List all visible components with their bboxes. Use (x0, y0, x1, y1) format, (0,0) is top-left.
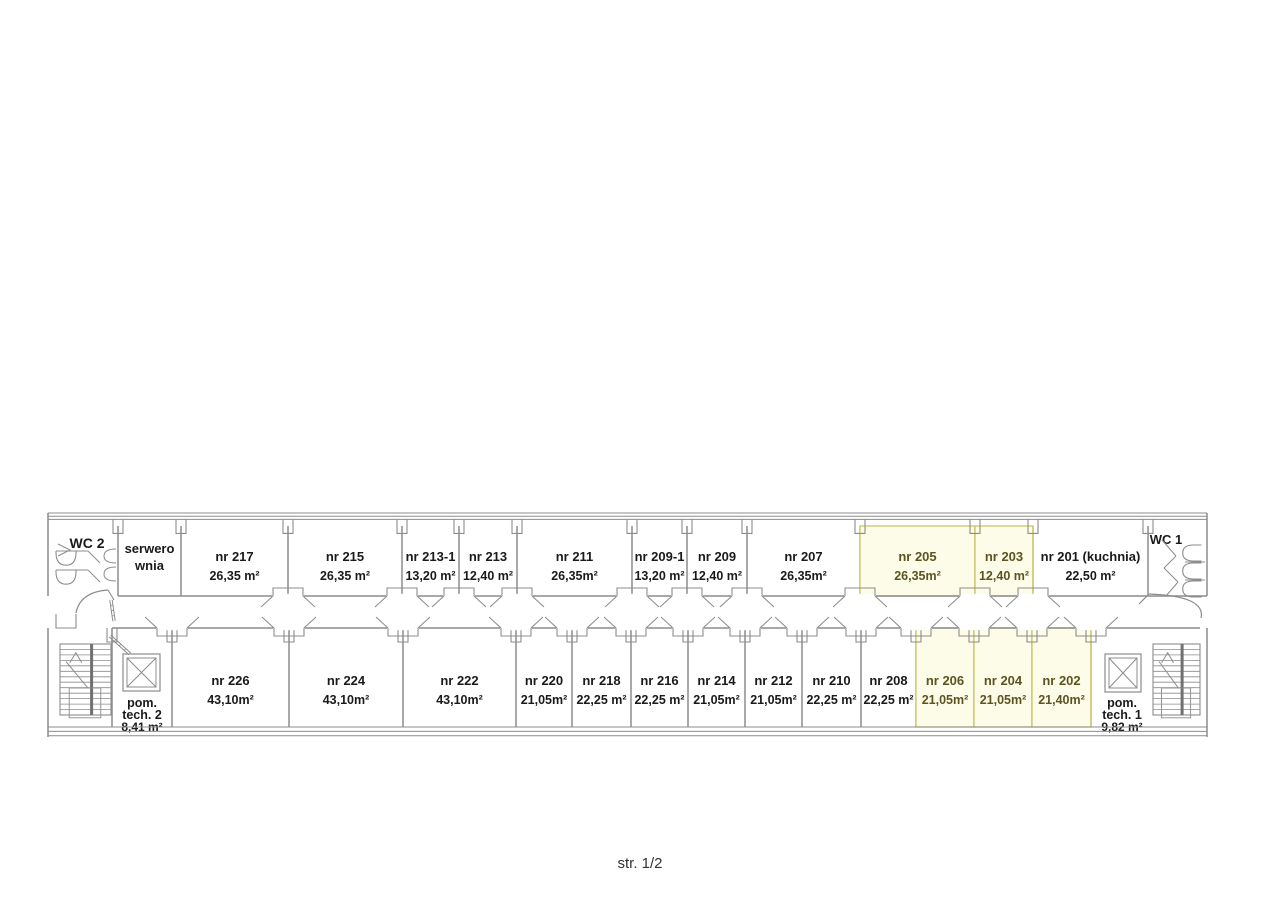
svg-text:nr 222: nr 222 (440, 673, 478, 688)
svg-text:nr 209: nr 209 (698, 549, 736, 564)
svg-text:nr 213: nr 213 (469, 549, 507, 564)
svg-text:26,35m²: 26,35m² (551, 569, 598, 583)
svg-text:nr 216: nr 216 (640, 673, 678, 688)
svg-text:nr 220: nr 220 (525, 673, 563, 688)
svg-text:nr 224: nr 224 (327, 673, 366, 688)
svg-text:22,50 m²: 22,50 m² (1065, 569, 1115, 583)
svg-text:nr 212: nr 212 (754, 673, 792, 688)
svg-text:43,10m²: 43,10m² (436, 693, 483, 707)
svg-text:WC 2: WC 2 (70, 535, 105, 551)
svg-text:str. 1/2: str. 1/2 (617, 855, 662, 872)
svg-text:21,05m²: 21,05m² (521, 693, 568, 707)
svg-text:nr 208: nr 208 (869, 673, 907, 688)
svg-text:nr 210: nr 210 (812, 673, 850, 688)
svg-text:12,40 m²: 12,40 m² (463, 569, 513, 583)
svg-text:nr 209-1: nr 209-1 (635, 549, 685, 564)
svg-text:nr 205: nr 205 (898, 549, 936, 564)
svg-text:nr 207: nr 207 (784, 549, 822, 564)
svg-text:12,40 m²: 12,40 m² (979, 569, 1029, 583)
svg-text:wnia: wnia (134, 558, 165, 573)
svg-text:22,25 m²: 22,25 m² (806, 693, 856, 707)
svg-text:21,05m²: 21,05m² (980, 693, 1027, 707)
svg-text:nr 202: nr 202 (1042, 673, 1080, 688)
svg-text:nr 217: nr 217 (215, 549, 253, 564)
svg-text:21,40m²: 21,40m² (1038, 693, 1085, 707)
svg-text:21,05m²: 21,05m² (750, 693, 797, 707)
svg-text:nr 204: nr 204 (984, 673, 1023, 688)
svg-text:26,35m²: 26,35m² (894, 569, 941, 583)
svg-text:22,25 m²: 22,25 m² (634, 693, 684, 707)
svg-text:43,10m²: 43,10m² (323, 693, 370, 707)
svg-text:nr 201 (kuchnia): nr 201 (kuchnia) (1041, 549, 1141, 564)
svg-text:26,35m²: 26,35m² (780, 569, 827, 583)
svg-text:22,25 m²: 22,25 m² (863, 693, 913, 707)
svg-text:nr 218: nr 218 (582, 673, 620, 688)
svg-text:nr 226: nr 226 (211, 673, 249, 688)
svg-text:22,25 m²: 22,25 m² (576, 693, 626, 707)
svg-text:nr 215: nr 215 (326, 549, 364, 564)
svg-text:nr 211: nr 211 (556, 549, 594, 564)
svg-text:nr 203: nr 203 (985, 549, 1023, 564)
svg-text:13,20 m²: 13,20 m² (405, 569, 455, 583)
svg-text:nr 206: nr 206 (926, 673, 964, 688)
svg-text:nr 214: nr 214 (697, 673, 736, 688)
svg-text:26,35 m²: 26,35 m² (320, 569, 370, 583)
svg-text:26,35 m²: 26,35 m² (209, 569, 259, 583)
svg-text:21,05m²: 21,05m² (922, 693, 969, 707)
svg-text:12,40 m²: 12,40 m² (692, 569, 742, 583)
svg-text:nr 213-1: nr 213-1 (406, 549, 456, 564)
svg-text:13,20 m²: 13,20 m² (634, 569, 684, 583)
svg-text:43,10m²: 43,10m² (207, 693, 254, 707)
svg-text:serwero: serwero (125, 541, 175, 556)
svg-text:21,05m²: 21,05m² (693, 693, 740, 707)
